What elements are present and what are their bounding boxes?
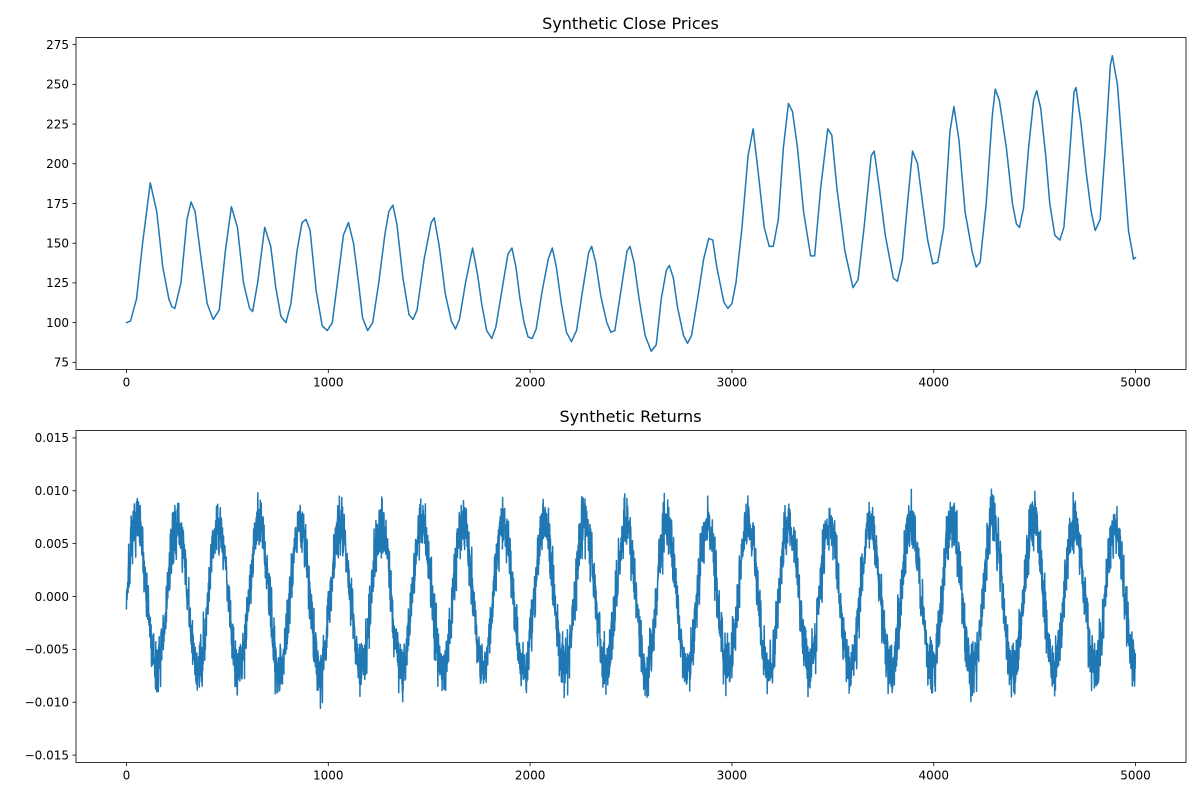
close-prices-series-line	[125, 55, 1137, 352]
close-prices-y-tick-label: 75	[54, 356, 69, 370]
close-prices-panel: Synthetic Close Prices 0 1000 2000 3000 4000…	[46, 14, 1187, 390]
returns-y-tick-label: 0.005	[35, 537, 69, 551]
returns-marks	[125, 488, 1137, 710]
returns-x-tick-label: 5000	[1120, 769, 1151, 783]
close-prices-x-tick-label: 1000	[313, 376, 344, 390]
close-prices-x-tick-label: 2000	[515, 376, 546, 390]
returns-x-tick-label: 1000	[313, 769, 344, 783]
close-prices-y-tick-label: 150	[46, 237, 69, 251]
returns-x-tick-label: 0	[123, 769, 131, 783]
close-prices-y-tick-label: 275	[46, 38, 69, 52]
returns-y-tick-label: 0.015	[35, 431, 69, 445]
returns-ticks: 0 1000 2000 3000 4000 5000 −0.015 −0.010 −0.005 0…	[25, 431, 1151, 782]
close-prices-title: Synthetic Close Prices	[542, 14, 719, 33]
close-prices-x-tick-label: 3000	[717, 376, 748, 390]
returns-series-line	[125, 488, 1137, 710]
returns-x-tick-label: 4000	[918, 769, 949, 783]
returns-y-tick-label: 0.000	[35, 590, 69, 604]
returns-y-tick-label: 0.010	[35, 484, 69, 498]
close-prices-y-tick-label: 200	[46, 157, 69, 171]
returns-y-tick-label: −0.010	[25, 696, 69, 710]
close-prices-x-tick-label: 5000	[1120, 376, 1151, 390]
close-prices-x-tick-label: 0	[123, 376, 131, 390]
close-prices-y-tick-label: 175	[46, 197, 69, 211]
close-prices-y-tick-label: 100	[46, 316, 69, 330]
close-prices-y-tick-label: 225	[46, 117, 69, 131]
close-prices-y-tick-label: 125	[46, 276, 69, 290]
returns-x-tick-label: 3000	[717, 769, 748, 783]
close-prices-y-tick-label: 250	[46, 78, 69, 92]
close-prices-marks	[125, 55, 1137, 352]
close-prices-ticks: 0 1000 2000 3000 4000 5000 75 100 125 150 175 200 22…	[46, 38, 1151, 390]
returns-x-tick-label: 2000	[515, 769, 546, 783]
returns-y-tick-label: −0.015	[25, 748, 69, 762]
returns-panel: Synthetic Returns 0 1000 2000 3000 4000 5000 −…	[25, 407, 1187, 783]
close-prices-x-tick-label: 4000	[918, 376, 949, 390]
returns-title: Synthetic Returns	[559, 407, 701, 426]
returns-y-tick-label: −0.005	[25, 643, 69, 657]
